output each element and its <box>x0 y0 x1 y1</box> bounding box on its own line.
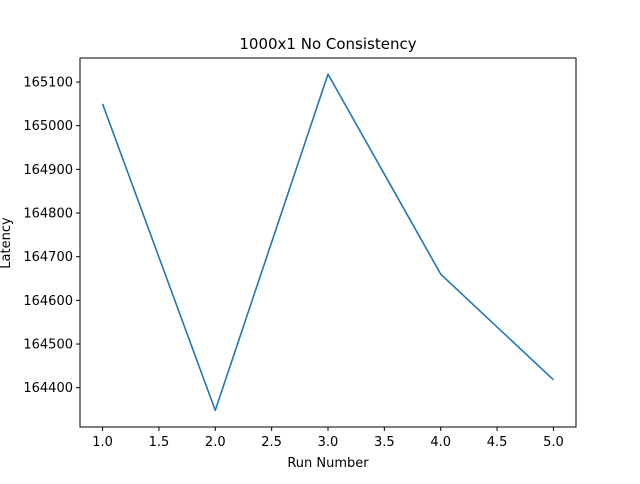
y-tick-label: 165100 <box>23 76 73 91</box>
y-tick-label: 165000 <box>23 119 73 134</box>
x-tick-label: 1.5 <box>149 435 170 450</box>
x-tick-label: 4.0 <box>430 435 451 450</box>
y-tick-label: 164900 <box>23 163 73 178</box>
x-tick-label: 2.5 <box>261 435 282 450</box>
x-tick-label: 5.0 <box>543 435 564 450</box>
y-tick-label: 164700 <box>23 250 73 265</box>
x-tick-label: 4.5 <box>487 435 508 450</box>
y-tick-label: 164500 <box>23 338 73 353</box>
y-tick-label: 164800 <box>23 207 73 222</box>
y-axis-label: Latency <box>0 217 14 269</box>
x-axis-label: Run Number <box>287 456 369 471</box>
x-tick-label: 3.0 <box>318 435 339 450</box>
plot-frame <box>79 57 577 428</box>
x-tick-label: 3.5 <box>374 435 395 450</box>
y-axis: 164400 164500 164600 164700 164800 164900 1650… <box>23 76 80 396</box>
y-tick-label: 164600 <box>23 294 73 309</box>
x-tick-label: 2.0 <box>205 435 226 450</box>
series-line <box>101 73 554 412</box>
chart-title: 1000x1 No Consistency <box>239 35 416 53</box>
x-tick-label: 1.0 <box>92 435 113 450</box>
series-layer <box>101 73 554 412</box>
x-axis: 1.0 1.5 2.0 2.5 3.0 3.5 4.0 4.5 5.0 <box>92 427 564 450</box>
y-tick-label: 164400 <box>23 381 73 396</box>
